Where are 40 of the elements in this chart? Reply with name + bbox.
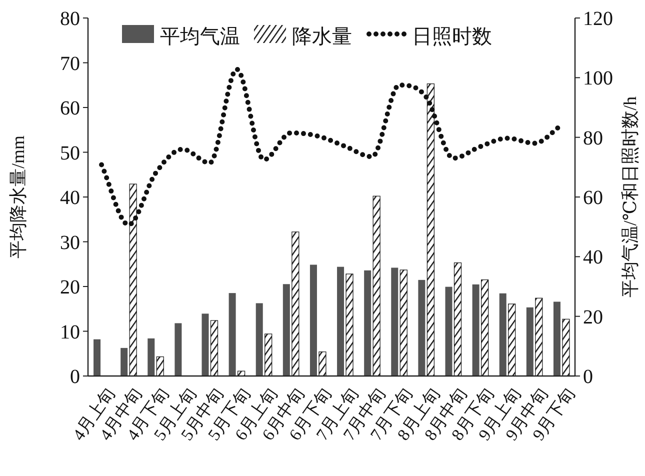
- bar: [526, 307, 534, 376]
- y-tick-label: 20: [60, 276, 80, 298]
- y2-tick-label: 120: [583, 8, 613, 30]
- bar: [318, 352, 326, 376]
- bar: [508, 304, 516, 376]
- y-tick-label: 60: [60, 98, 80, 120]
- y2-tick-label: 40: [583, 246, 603, 269]
- bar: [264, 334, 272, 376]
- legend-label: 降水量: [292, 26, 352, 48]
- y-tick-label: 40: [60, 187, 80, 209]
- y-tick-label: 0: [70, 366, 80, 388]
- bar: [472, 284, 480, 376]
- bar: [418, 280, 426, 376]
- bar: [256, 303, 263, 376]
- bar: [228, 293, 236, 376]
- y2-tick-label: 100: [583, 68, 613, 90]
- y-tick-label: 30: [60, 232, 80, 254]
- bar: [174, 323, 182, 376]
- bar: [481, 279, 489, 376]
- bar: [282, 284, 290, 376]
- y2-tick-label: 0: [583, 366, 593, 388]
- y-axis-title: 平均降水量/mm: [8, 135, 28, 259]
- bar: [292, 232, 300, 376]
- y2-tick-label: 20: [583, 306, 603, 328]
- legend-label: 平均气温: [160, 26, 240, 48]
- y-tick-label: 70: [60, 52, 80, 75]
- bar: [120, 348, 128, 376]
- bar: [562, 318, 570, 376]
- y2-tick-label: 60: [583, 187, 603, 209]
- bar: [499, 293, 506, 376]
- y-tick-label: 50: [60, 142, 80, 164]
- y2-tick-label: 80: [583, 127, 603, 150]
- y-tick-label: 10: [60, 321, 80, 344]
- y-tick-label: 80: [60, 8, 80, 30]
- bar: [553, 302, 560, 376]
- bar: [310, 264, 317, 376]
- y2-axis-title: 平均气温/℃和日照时数/h: [620, 96, 640, 298]
- bar: [535, 298, 543, 376]
- legend-label: 日照时数: [412, 26, 492, 48]
- bar: [94, 339, 101, 376]
